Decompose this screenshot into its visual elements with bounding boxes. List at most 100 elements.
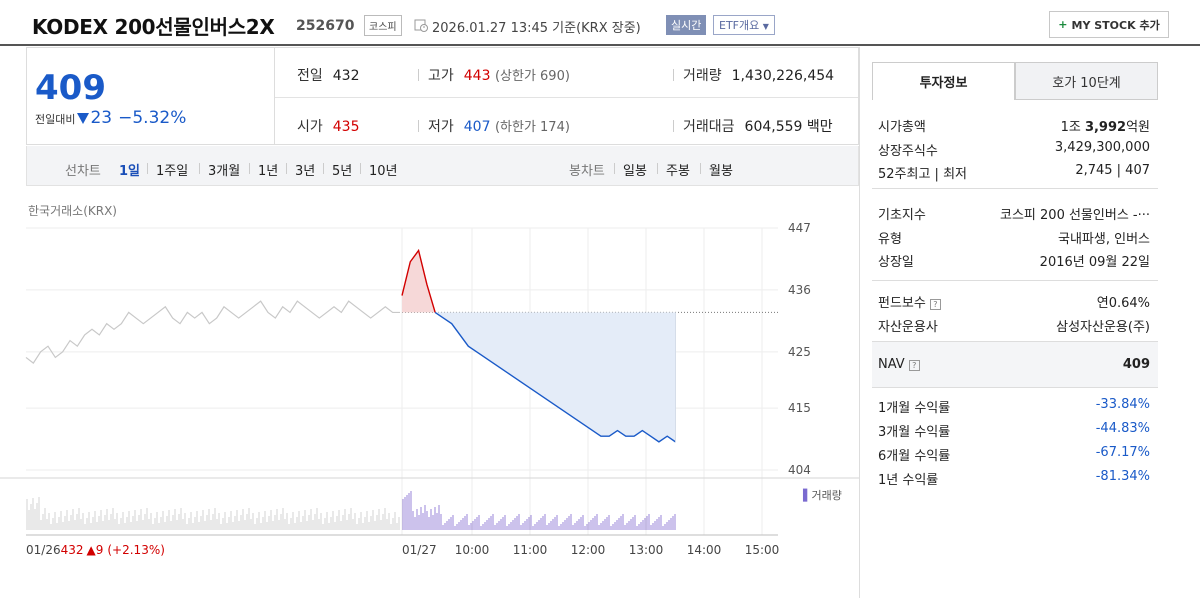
- return-6m-value: -67.17%: [1095, 445, 1150, 460]
- chart-source: 한국거래소(KRX): [28, 204, 117, 218]
- add-mystock-button[interactable]: + MY STOCK 추가: [1049, 11, 1169, 38]
- y-axis-labels: 447 436 425 415 404: [788, 221, 811, 477]
- y-tick-label: 447: [788, 221, 811, 235]
- x-tick-label: 01/27: [402, 543, 437, 557]
- market-cap-label: 시가총액: [878, 120, 926, 135]
- divider: [673, 69, 674, 81]
- divider: [673, 120, 674, 132]
- etf-overview-dropdown[interactable]: ETF개요 ▼: [713, 15, 775, 35]
- divider: [872, 387, 1158, 388]
- fee-label-wrap: 펀드보수?: [878, 292, 941, 311]
- type-value: 국내파생, 인버스: [1058, 232, 1150, 247]
- return-3m-row: 3개월 수익률 -44.83%: [878, 421, 1150, 440]
- change-value: 23: [90, 108, 113, 128]
- low-label: 저가: [428, 119, 454, 135]
- market-cap-value: 1조 3,992억원: [1061, 116, 1150, 135]
- return-1m-label: 1개월 수익률: [878, 401, 951, 416]
- open-price: 시가 435: [297, 116, 360, 136]
- x-axis-labels: 01/27 10:00 11:00 12:00 13:00 14:00 15:00: [402, 543, 779, 557]
- return-6m-row: 6개월 수익률 -67.17%: [878, 445, 1150, 464]
- divider: [360, 163, 361, 174]
- price-summary: 409 전일대비 23 −5.32%: [26, 47, 274, 145]
- day-low: 저가 407 (하한가 174): [428, 116, 570, 136]
- tab-investment-info[interactable]: 투자정보: [872, 62, 1015, 100]
- index-label: 기초지수: [878, 208, 926, 223]
- chart-period-tabs: 선차트 1일 1주일 3개월 1년 3년 5년 10년 봉차트 일봉 주봉 월봉: [26, 146, 859, 186]
- divider: [872, 188, 1158, 189]
- tab-orderbook-10[interactable]: 호가 10단계: [1015, 62, 1158, 100]
- prev-close: 전일 432: [297, 65, 360, 85]
- series-area-above: [402, 250, 436, 313]
- divider: [249, 163, 250, 174]
- market-cap-eok: 3,992: [1084, 120, 1127, 135]
- prev-day-summary: 01/26432 ▲9 (+2.13%): [26, 543, 165, 557]
- shares-label: 상장주식수: [878, 144, 938, 159]
- market-info: 시가총액 1조 3,992억원 상장주식수 3,429,300,000 52주최고 …: [872, 100, 1158, 200]
- current-price: 409: [35, 68, 106, 108]
- return-3m-label: 3개월 수익률: [878, 425, 951, 440]
- divider: [323, 163, 324, 174]
- tab-1y[interactable]: 1년: [258, 164, 279, 179]
- prev-close-value: 432: [332, 68, 360, 84]
- prev-day-close: 432: [61, 543, 84, 557]
- help-icon[interactable]: ?: [908, 360, 920, 371]
- x-tick-label: 12:00: [571, 543, 606, 557]
- tab-5y[interactable]: 5년: [332, 164, 353, 179]
- fee-value: 연0.64%: [1096, 296, 1150, 311]
- trade-value: 거래대금 604,559 백만: [683, 116, 833, 136]
- tab-10y[interactable]: 10년: [369, 164, 398, 179]
- realtime-badge[interactable]: 실시간: [666, 15, 707, 35]
- index-row: 기초지수 코스피 200 선물인버스 -···: [878, 204, 1150, 223]
- prev-day-change: ▲9: [87, 543, 104, 557]
- stock-header: KODEX 200선물인버스2X 252670 코스피 2026.01.27 1…: [0, 0, 1200, 46]
- tab-weekly[interactable]: 주봉: [666, 164, 690, 179]
- shares-row: 상장주식수 3,429,300,000: [878, 140, 1150, 159]
- return-6m-label: 6개월 수익률: [878, 449, 951, 464]
- tab-monthly[interactable]: 월봉: [709, 164, 733, 179]
- high-label: 고가: [428, 68, 454, 84]
- market-cap-unit: 억원: [1126, 120, 1150, 135]
- plus-icon: +: [1058, 18, 1068, 31]
- market-cap-jo: 1조: [1060, 120, 1085, 135]
- nav-label: NAV: [878, 357, 905, 372]
- manager-value: 삼성자산운용(주): [1056, 320, 1150, 335]
- tab-3m[interactable]: 3개월: [208, 164, 241, 179]
- w52-label: 52주최고 | 최저: [878, 167, 967, 182]
- price-change: 전일대비 23 −5.32%: [35, 108, 186, 128]
- listed-value: 2016년 09월 22일: [1039, 255, 1150, 270]
- quote-datetime: 2026.01.27 13:45 기준(KRX 장중): [432, 21, 641, 36]
- change-label: 전일대비: [35, 113, 76, 126]
- fee-row: 펀드보수? 연0.64%: [878, 292, 1150, 311]
- x-tick-label: 10:00: [455, 543, 490, 557]
- volume: 거래량 1,430,226,454: [683, 65, 834, 85]
- chart-series: [25, 248, 676, 443]
- fund-info: 기초지수 코스피 200 선물인버스 -··· 유형 국내파생, 인버스 상장일 20…: [872, 188, 1158, 278]
- low-value: 407: [463, 119, 491, 135]
- tab-1w[interactable]: 1주일: [156, 164, 189, 179]
- divider: [872, 280, 1158, 281]
- clock-icon: [414, 19, 428, 32]
- divider: [147, 163, 148, 174]
- tab-1d[interactable]: 1일: [119, 164, 141, 179]
- divider: [418, 120, 419, 132]
- day-high: 고가 443 (상한가 690): [428, 65, 570, 85]
- market-cap-row: 시가총액 1조 3,992억원: [878, 116, 1150, 135]
- volume-legend-swatch: ▌: [802, 488, 811, 502]
- return-1y-value: -81.34%: [1095, 469, 1150, 484]
- trade-value-amount: 604,559 백만: [744, 119, 833, 135]
- divider: [418, 69, 419, 81]
- help-icon[interactable]: ?: [929, 299, 941, 310]
- open-value: 435: [332, 119, 360, 135]
- divider: [700, 163, 701, 174]
- price-chart: 447 436 425 415 404 01/27 10:00 11:00 12:00 13:0…: [0, 221, 859, 557]
- prev-day-change-pct: (+2.13%): [107, 543, 165, 557]
- chevron-down-icon: ▼: [762, 22, 769, 31]
- return-3m-value: -44.83%: [1095, 421, 1150, 436]
- candle-chart-label: 봉차트: [569, 164, 605, 179]
- volume-legend: ▌거래량: [802, 488, 842, 502]
- tab-daily[interactable]: 일봉: [623, 164, 647, 179]
- down-arrow-icon: [77, 113, 90, 124]
- open-label: 시가: [297, 119, 323, 135]
- tab-3y[interactable]: 3년: [295, 164, 316, 179]
- fee-label: 펀드보수: [878, 296, 926, 311]
